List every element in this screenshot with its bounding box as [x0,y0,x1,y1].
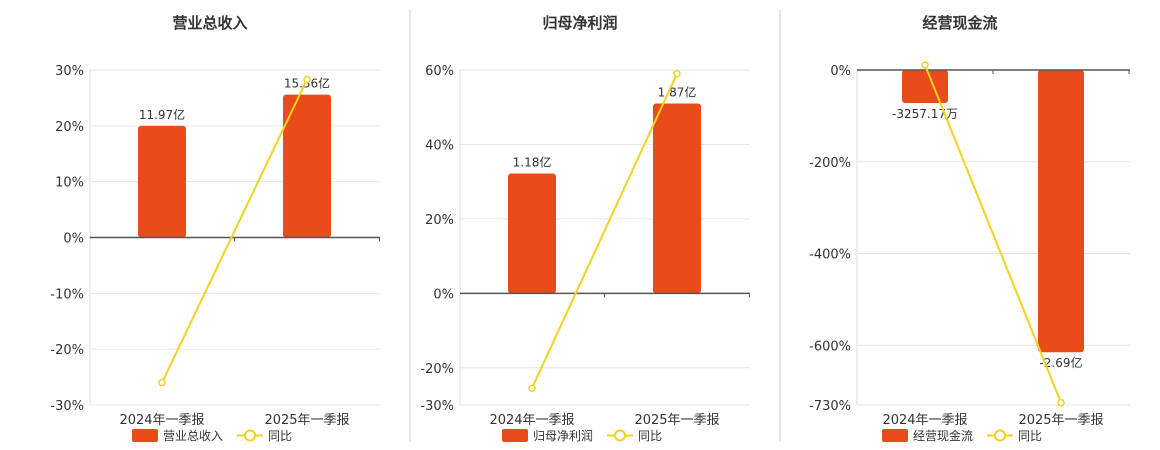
chart-title: 经营现金流 [922,14,997,32]
y-tick-label: 10% [55,176,84,191]
y-tick-label: -20% [420,362,454,377]
y-tick-label: 20% [425,213,454,228]
bar [653,103,701,294]
legend-bar-swatch [132,429,158,442]
y-tick-label: -400% [809,248,851,263]
y-tick-label: -30% [50,399,84,414]
x-category-label: 2025年一季报 [264,413,349,428]
y-tick-label: -20% [50,343,84,358]
legend-bar-label: 归母净利润 [533,429,593,443]
legend-line-marker [244,429,256,442]
yoy-point [921,61,929,69]
y-tick-label: -10% [50,287,84,302]
x-category-label: 2025年一季报 [1018,413,1103,428]
legend-line-label: 同比 [638,429,662,443]
yoy-point [673,69,681,78]
bar-data-label: -2.69亿 [1039,355,1082,370]
yoy-line [924,64,1062,404]
yoy-point [1057,398,1065,407]
y-tick-label: -600% [809,339,851,354]
y-tick-label: 0% [63,232,84,247]
y-tick-label: -730% [809,399,851,414]
bar-data-label: 1.18亿 [513,154,552,169]
bar-data-label: -3257.17万 [892,107,958,121]
yoy-point [158,378,166,387]
legend-bar-label: 经营现金流 [913,428,973,443]
x-category-label: 2025年一季报 [634,413,719,428]
chart-panel-2: 归母净利润 60% 40% 20% 0% -20% -30% 1.18亿 1.87亿 2024年一… [420,14,750,443]
legend-line-marker [614,429,626,442]
x-category-label: 2024年一季报 [882,413,967,428]
bar-data-label: 11.97亿 [139,107,185,122]
chart-title: 营业总收入 [172,14,247,32]
y-tick-label: -200% [809,156,851,171]
y-tick-label: 30% [55,64,84,79]
chart-panel-1: 营业总收入30%20%10%0%-10%-20%-30%11.97亿15.36亿… [50,14,380,443]
x-category-label: 2024年一季报 [119,413,204,428]
legend-line-label: 同比 [1018,429,1042,443]
yoy-point [303,75,311,84]
chart-panel-3: 经营现金流 0% -200% -400% -600% -730% -3257.17万 -2.6… [809,14,1130,443]
legend-bar-label: 营业总收入 [163,429,223,443]
legend-bar-swatch [882,429,908,442]
legend-line-label: 同比 [268,429,292,443]
y-tick-label: 40% [425,138,454,153]
y-tick-label: 60% [425,64,454,79]
yoy-line [531,73,678,389]
yoy-line [161,79,308,384]
bar-data-label: 1.87亿 [658,85,697,100]
legend-line-marker [994,429,1006,442]
legend-bar-swatch [502,429,528,442]
bar [1038,70,1084,353]
y-tick-label: 0% [830,64,851,79]
bar [902,70,948,104]
chart-title: 归母净利润 [542,14,617,32]
x-category-label: 2024年一季报 [489,413,574,428]
y-tick-label: 20% [55,120,84,135]
bar [138,125,186,238]
yoy-point [528,384,536,392]
bar [283,94,331,238]
y-tick-label: 0% [433,287,454,302]
y-tick-label: -30% [420,399,454,414]
bar [508,173,556,294]
